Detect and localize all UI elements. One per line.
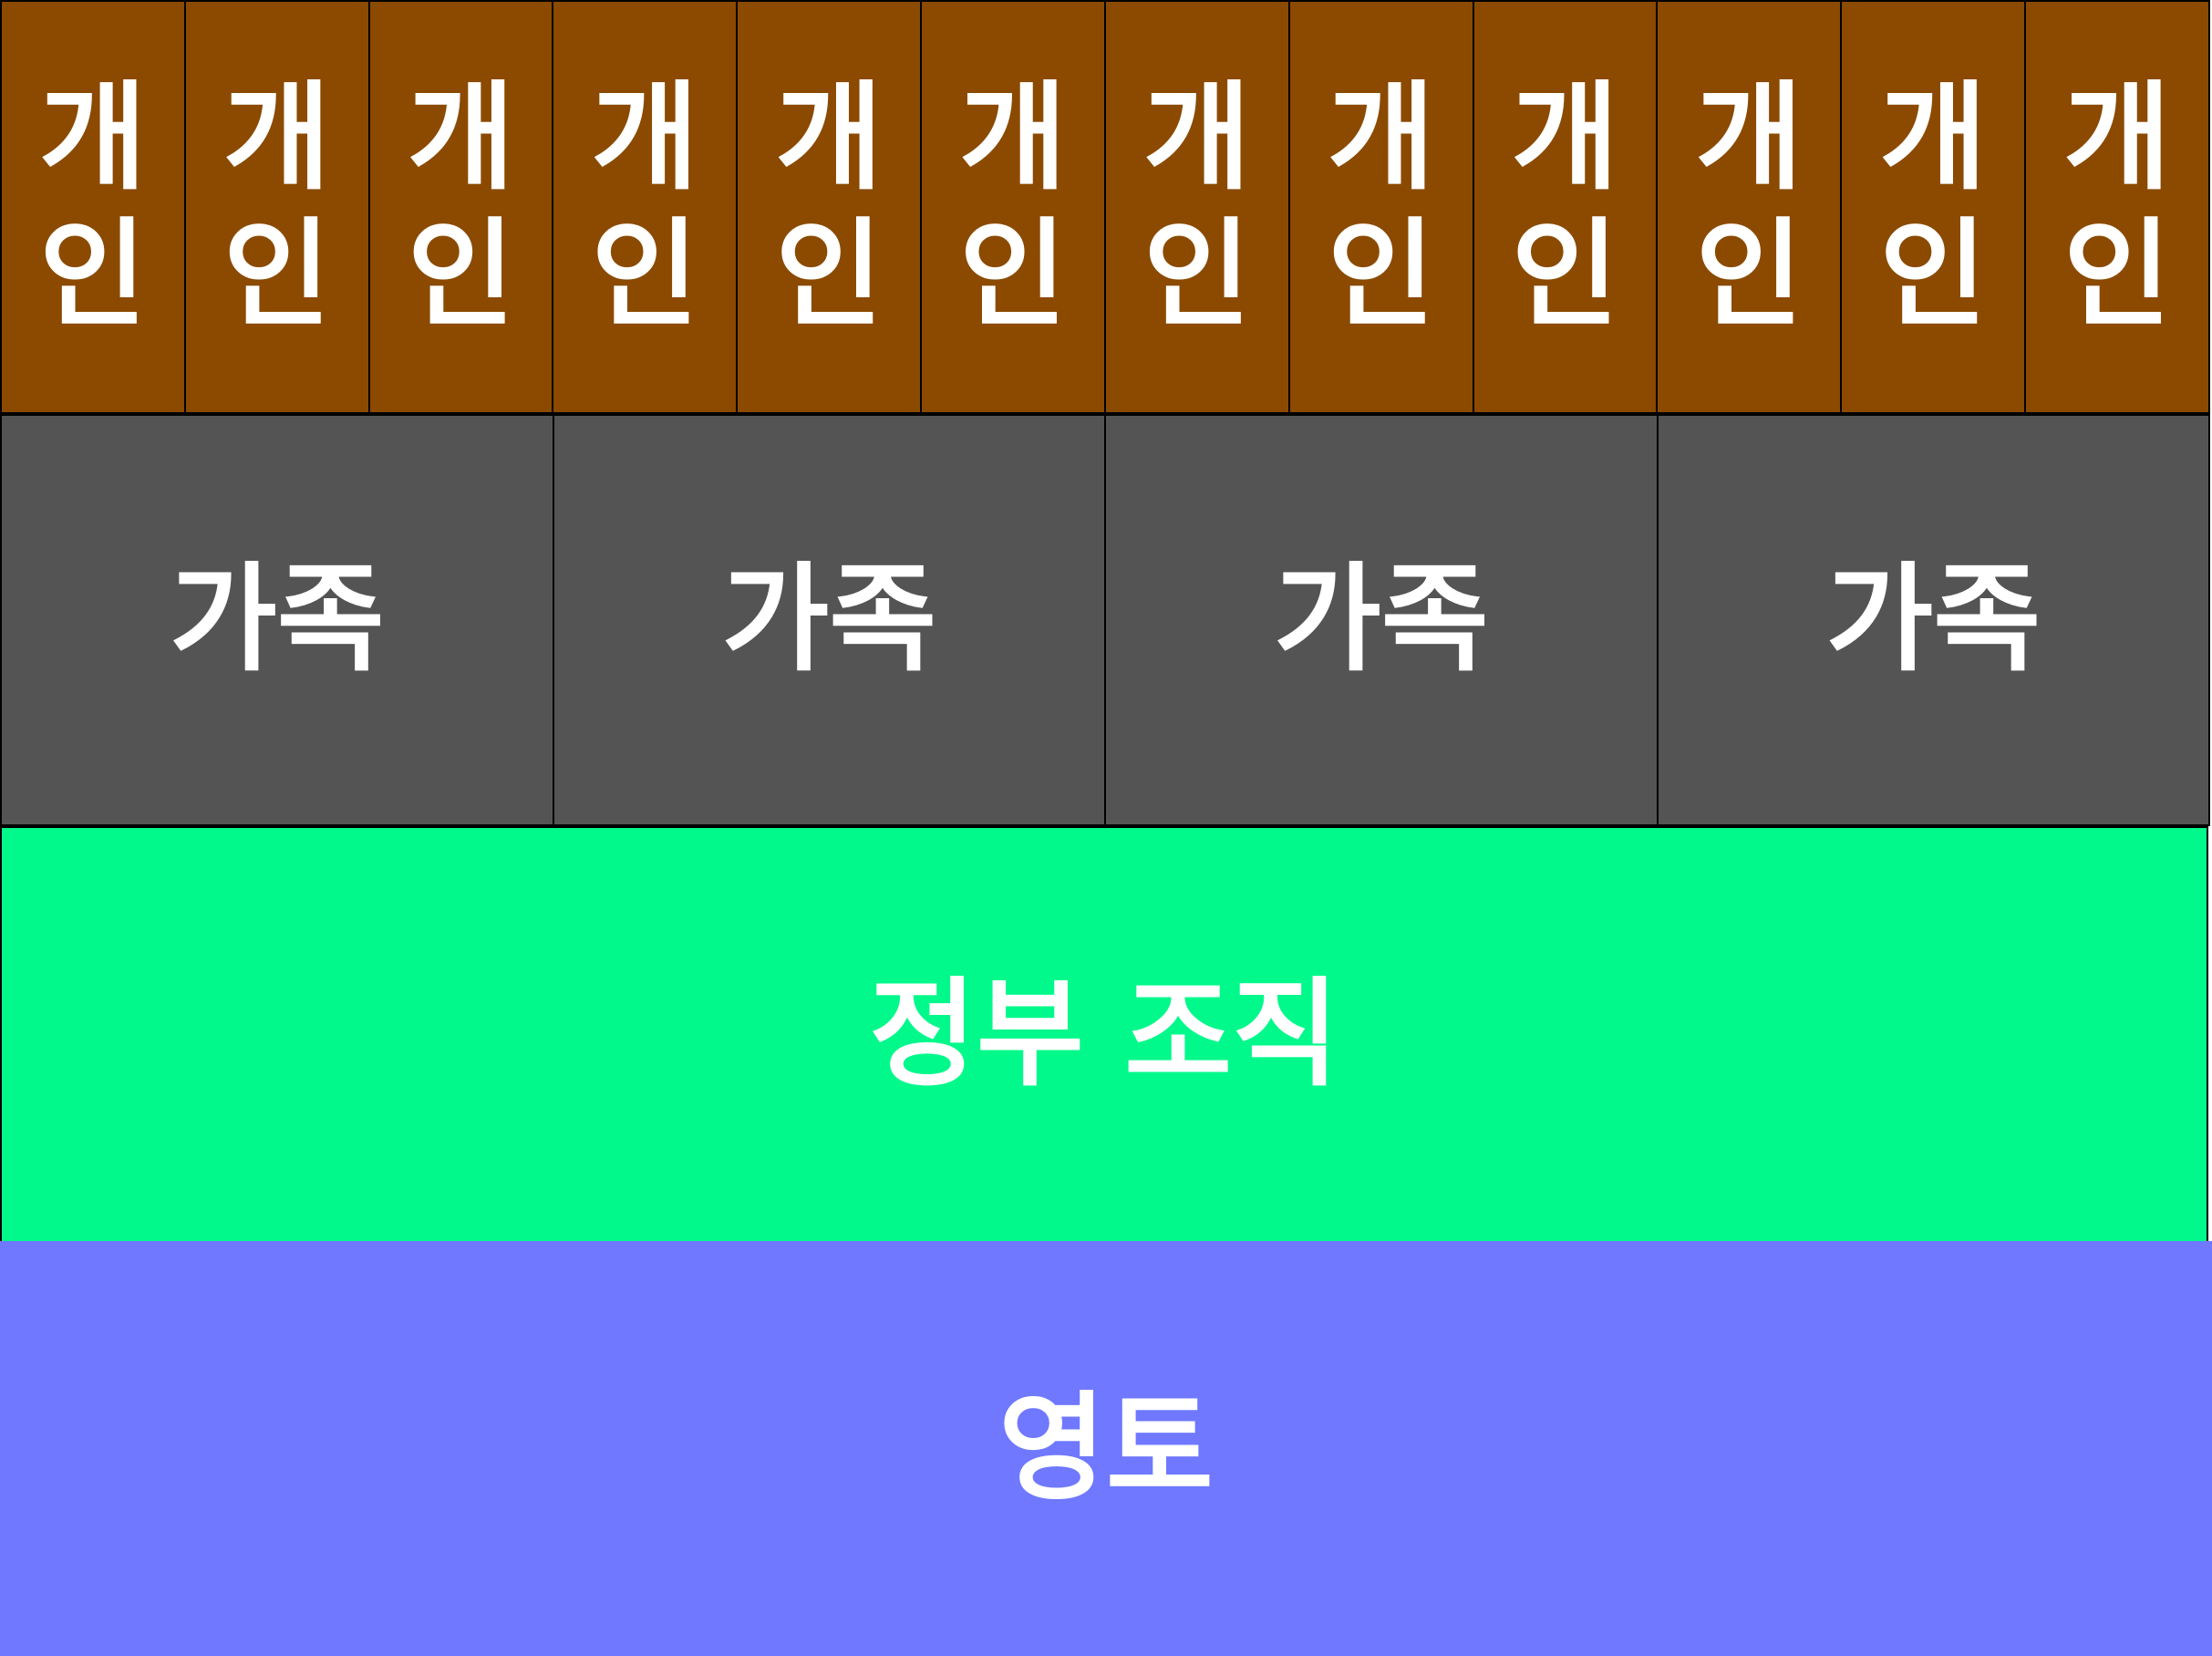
individual-block: 개인 bbox=[1472, 0, 1659, 414]
individual-block: 개인 bbox=[2024, 0, 2210, 414]
individual-block: 개인 bbox=[552, 0, 739, 414]
government-row: 정부 조직 bbox=[0, 826, 2208, 1241]
individual-block: 개인 bbox=[183, 0, 370, 414]
individual-block: 개인 bbox=[1103, 0, 1290, 414]
individual-block: 개인 bbox=[0, 0, 186, 414]
territory-block: 영토 bbox=[0, 1241, 2212, 1656]
individual-block: 개인 bbox=[736, 0, 923, 414]
individual-block: 개인 bbox=[1287, 0, 1474, 414]
family-block: 가족 bbox=[1104, 414, 1659, 826]
family-block: 가족 bbox=[0, 414, 554, 826]
individual-block: 개인 bbox=[920, 0, 1106, 414]
territory-row: 영토 bbox=[0, 1241, 2212, 1656]
family-block: 가족 bbox=[1656, 414, 2210, 826]
families-row: 가족 가족 가족 가족 bbox=[0, 414, 2210, 826]
individual-block: 개인 bbox=[1840, 0, 2027, 414]
individual-block: 개인 bbox=[1656, 0, 1843, 414]
government-block: 정부 조직 bbox=[0, 826, 2208, 1241]
family-block: 가족 bbox=[552, 414, 1106, 826]
individuals-row: 개인 개인 개인 개인 개인 개인 개인 개인 개인 개인 개인 개인 bbox=[0, 0, 2210, 414]
individual-block: 개인 bbox=[367, 0, 554, 414]
